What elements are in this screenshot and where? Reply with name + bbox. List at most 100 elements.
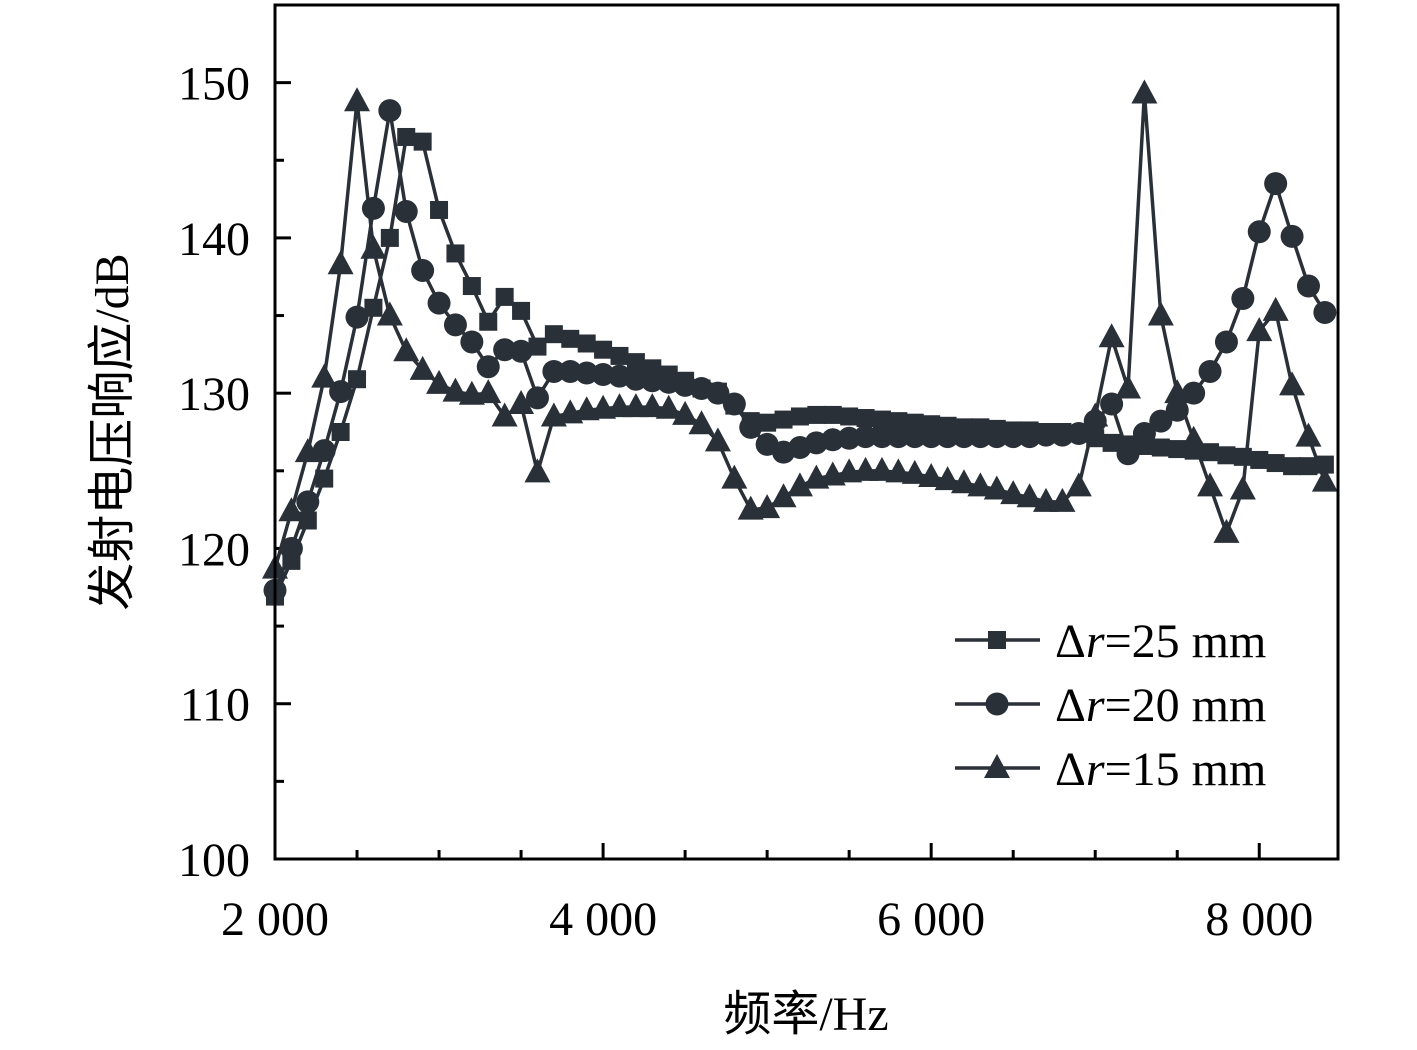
triangle-marker [327, 250, 354, 275]
square-marker [380, 228, 399, 247]
triangle-marker [1033, 487, 1060, 512]
y-tick-label: 130 [178, 368, 250, 421]
y-axis-title: 发射电压响应/dB [86, 253, 139, 610]
triangle-marker [1295, 422, 1322, 447]
circle-marker [722, 392, 746, 416]
triangle-marker [409, 355, 436, 380]
circle-marker [279, 536, 303, 560]
square-marker [544, 325, 563, 344]
square-marker [1102, 433, 1121, 452]
square-marker [561, 329, 580, 348]
circle-marker [460, 330, 484, 354]
triangle-marker [442, 377, 469, 402]
triangle-marker [852, 456, 879, 481]
legend: Δr=25 mm Δr=20 mm Δr=15 mm [955, 615, 1266, 796]
y-tick-label: 150 [178, 58, 250, 111]
circle-marker [1149, 409, 1173, 433]
triangle-marker [524, 458, 551, 483]
triangle-marker [508, 390, 535, 415]
y-tick-label: 100 [178, 834, 250, 887]
square-marker [758, 413, 777, 432]
circle-marker [1001, 425, 1025, 449]
circle-marker [525, 386, 549, 410]
circle-marker [854, 425, 878, 449]
triangle-marker [950, 469, 977, 494]
circle-marker [903, 425, 927, 449]
square-marker [872, 410, 891, 429]
square-marker [840, 407, 859, 426]
circle-marker [919, 425, 943, 449]
triangle-marker [622, 393, 649, 418]
square-marker [479, 312, 498, 331]
square-marker [1233, 447, 1252, 466]
square-marker [495, 287, 514, 306]
square-marker [1266, 454, 1285, 473]
circle-marker [870, 425, 894, 449]
triangle-marker [901, 459, 928, 484]
y-tick-label: 110 [180, 679, 250, 732]
triangle-marker [1131, 79, 1158, 104]
triangle-marker [1115, 374, 1142, 399]
triangle-marker [1197, 472, 1224, 497]
triangle-marker [311, 363, 338, 388]
triangle-marker [1000, 480, 1027, 505]
square-marker [1217, 446, 1236, 465]
legend-label: Δr=20 mm [1055, 679, 1266, 732]
square-marker [512, 301, 531, 320]
circle-marker [1214, 330, 1238, 354]
legend-label: Δr=25 mm [1055, 615, 1266, 668]
plot-frame [273, 3, 1340, 861]
circle-marker [378, 99, 402, 123]
triangle-marker [868, 456, 895, 481]
triangle-marker [360, 234, 387, 259]
x-tick-labels: 2 000 4 000 6 000 8 000 [221, 893, 1313, 946]
triangle-marker [393, 337, 420, 362]
square-marker [1168, 440, 1187, 459]
square-marker [610, 346, 629, 365]
triangle-marker [426, 369, 453, 394]
square-marker [446, 244, 465, 263]
legend-entry: Δr=25 mm [955, 615, 1266, 668]
triangle-marker [1311, 467, 1338, 492]
square-marker [856, 409, 875, 428]
series-line [273, 93, 1327, 570]
x-tick-label: 8 000 [1205, 893, 1313, 946]
square-marker [364, 298, 383, 317]
circle-marker [509, 339, 533, 363]
circle-marker [476, 355, 500, 379]
triangle-marker [1229, 475, 1256, 500]
circle-marker [1231, 286, 1255, 310]
circle-marker [361, 196, 385, 220]
square-marker [1299, 457, 1318, 476]
circle-marker [1280, 224, 1304, 248]
square-marker [430, 200, 449, 219]
triangle-marker [294, 438, 321, 463]
triangle-marker [475, 379, 502, 404]
circle-marker [1034, 423, 1058, 447]
x-axis-title: 频率/Hz [723, 988, 888, 1041]
series-layer [262, 79, 1338, 606]
square-marker [1283, 457, 1302, 476]
triangle-marker [770, 483, 797, 508]
triangle-marker [721, 464, 748, 489]
triangle-marker [885, 458, 912, 483]
triangle-marker [1082, 402, 1109, 427]
circle-marker [1116, 442, 1140, 466]
square-marker [889, 412, 908, 431]
circle-marker [968, 425, 992, 449]
triangle-marker [491, 402, 518, 427]
triangle-marker [934, 466, 961, 491]
circle-marker [427, 291, 451, 315]
legend-entry: Δr=20 mm [955, 679, 1266, 732]
triangle-marker [606, 393, 633, 418]
series-circle [263, 99, 1337, 602]
square-marker [1201, 443, 1220, 462]
triangle-marker [1262, 296, 1289, 321]
square-marker [988, 631, 1006, 649]
circle-marker [952, 425, 976, 449]
triangle-marker [786, 472, 813, 497]
circle-marker [296, 490, 320, 514]
triangle-marker [704, 427, 731, 452]
triangle-marker [1147, 301, 1174, 326]
triangle-marker [1065, 472, 1092, 497]
